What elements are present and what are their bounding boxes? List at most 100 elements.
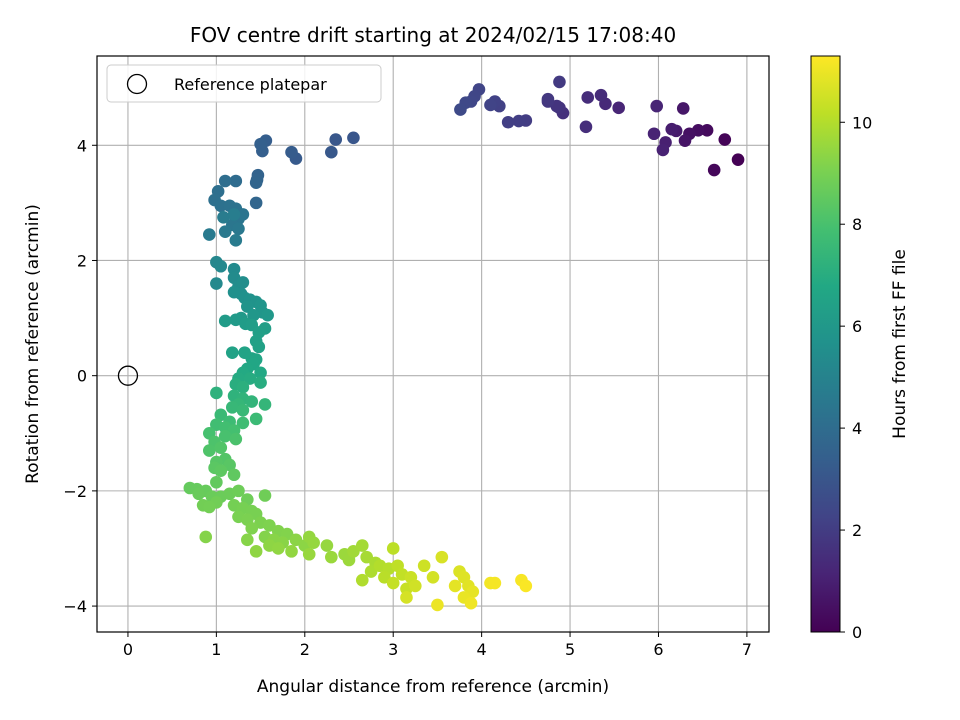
data-point	[519, 579, 533, 593]
x-tick-label: 2	[300, 640, 310, 659]
data-point	[227, 285, 241, 299]
data-point	[464, 596, 478, 610]
data-point	[454, 103, 467, 116]
data-point	[229, 234, 243, 247]
legend: Reference platepar	[106, 64, 382, 103]
data-point	[229, 174, 243, 188]
data-point	[214, 259, 228, 273]
reference-platepar-marker	[117, 365, 139, 386]
data-point	[581, 91, 595, 104]
data-point	[731, 153, 745, 166]
data-point	[217, 210, 230, 224]
data-point	[347, 131, 360, 145]
x-tick-label: 1	[211, 640, 221, 659]
data-point	[650, 99, 664, 113]
colorbar-ticks: 0 2 4 6 8 10	[840, 113, 872, 642]
data-point	[202, 500, 216, 514]
x-tick-label: 0	[123, 640, 133, 659]
data-point	[612, 101, 625, 115]
data-point	[285, 545, 298, 558]
colorbar-tick-label: 8	[852, 215, 862, 234]
data-point	[249, 176, 263, 190]
x-tick-label: 4	[477, 640, 487, 659]
data-point	[579, 120, 593, 134]
legend-box	[106, 64, 382, 103]
colorbar-label: Hours from first FF file	[890, 249, 910, 439]
data-point	[329, 133, 343, 146]
data-point	[409, 579, 422, 593]
data-point	[252, 340, 266, 354]
data-point	[232, 484, 245, 498]
data-point	[214, 464, 228, 478]
colorbar-tick-label: 6	[852, 317, 862, 336]
data-point	[254, 137, 267, 151]
colorbar-tick-label: 0	[852, 623, 862, 642]
legend-reference-marker	[126, 73, 148, 95]
data-point	[400, 591, 413, 604]
y-axis-label: Rotation from reference (arcmin)	[23, 204, 43, 484]
data-point	[210, 475, 223, 489]
data-point	[254, 376, 267, 389]
data-point	[258, 489, 272, 502]
data-point	[258, 398, 272, 411]
data-point	[225, 401, 239, 414]
data-point	[594, 88, 608, 102]
colorbar-tick-label: 2	[852, 521, 862, 540]
data-point	[227, 468, 241, 482]
data-point	[448, 579, 462, 593]
y-tick-label: 2	[77, 251, 87, 270]
data-point	[218, 225, 232, 238]
data-point	[325, 550, 338, 564]
data-point	[431, 598, 444, 612]
data-point	[214, 408, 228, 422]
data-point	[202, 228, 216, 241]
data-point	[484, 98, 497, 112]
data-point	[488, 576, 502, 590]
data-point	[245, 395, 259, 408]
data-point	[236, 276, 250, 289]
y-axis-ticks: −4 −2 0 2 4	[63, 136, 97, 616]
data-point	[225, 346, 239, 359]
data-point	[249, 545, 263, 558]
data-point	[229, 432, 243, 446]
y-tick-label: 0	[77, 367, 87, 386]
data-point	[227, 208, 241, 221]
data-point	[285, 145, 298, 159]
data-point	[355, 573, 369, 587]
data-point	[665, 122, 679, 136]
data-point	[386, 576, 400, 590]
data-point	[417, 559, 431, 573]
data-point	[700, 124, 714, 137]
data-point	[254, 366, 267, 380]
data-point	[261, 308, 274, 322]
data-point	[236, 416, 250, 430]
chart-title: FOV centre drift starting at 2024/02/15 …	[190, 23, 676, 47]
data-point	[325, 145, 338, 159]
data-point	[320, 539, 334, 552]
x-tick-label: 7	[742, 640, 752, 659]
data-point	[229, 313, 243, 327]
data-point	[512, 114, 526, 128]
data-point	[707, 163, 721, 177]
data-point	[243, 372, 257, 385]
data-point	[541, 92, 555, 106]
y-tick-label: 4	[77, 136, 87, 155]
data-point	[647, 127, 661, 141]
data-point	[227, 262, 241, 276]
data-point	[676, 102, 690, 115]
data-point	[718, 133, 732, 146]
data-point	[210, 386, 223, 400]
data-point	[241, 533, 254, 547]
data-point	[501, 115, 515, 129]
reference-marker	[117, 365, 139, 386]
data-point	[249, 196, 263, 210]
data-point	[553, 75, 566, 89]
data-point	[307, 536, 320, 550]
y-tick-label: −2	[63, 482, 87, 501]
data-point	[245, 522, 259, 535]
data-point	[218, 314, 232, 328]
plot-frame	[96, 55, 770, 633]
x-tick-label: 5	[565, 640, 575, 659]
